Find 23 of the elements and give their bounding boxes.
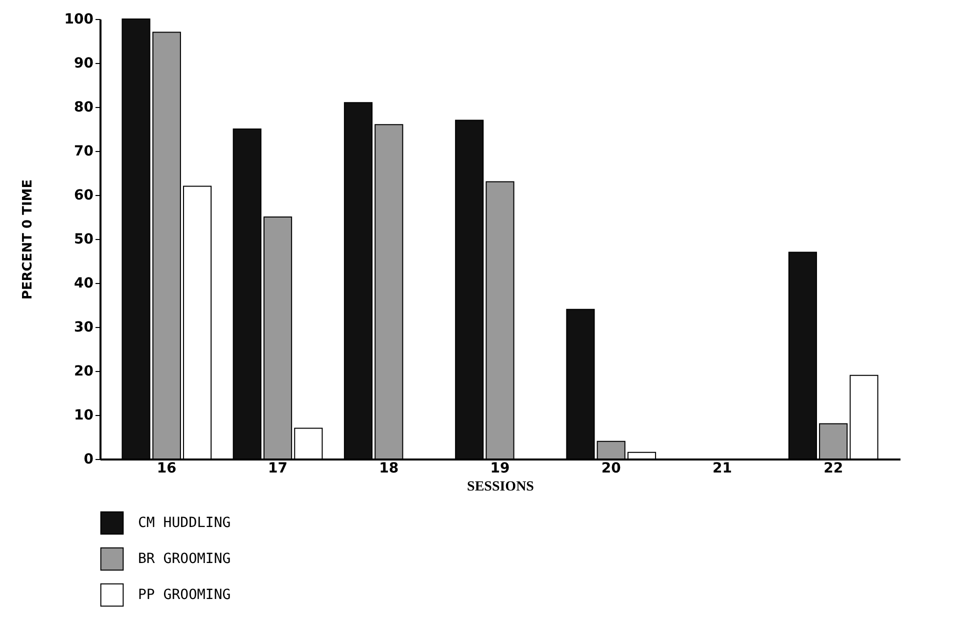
legend-label: CM HUDDLING [138,515,231,531]
y-tick-label: 50 [74,232,94,248]
y-tick-label: 60 [74,188,94,204]
x-tick-label: 21 [712,460,732,476]
y-tick-label: 0 [84,452,94,468]
y-tick-label: 30 [74,320,94,336]
y-tick-label: 90 [74,56,94,72]
legend-label: PP GROOMING [138,587,231,603]
x-axis-title: SESSIONS [467,480,534,494]
y-tick-label: 70 [74,144,94,160]
x-tick-label: 18 [379,460,399,476]
x-tick-label: 16 [156,460,176,476]
y-tick-label: 10 [74,408,94,424]
x-tick-label: 22 [824,460,844,476]
y-tick-label: 20 [74,364,94,380]
x-tick-label: 17 [268,460,288,476]
y-axis-title: PERCENT 0 TIME [20,179,36,300]
y-tick-label: 100 [64,12,94,28]
legend-label: BR GROOMING [138,551,231,567]
x-tick-label: 20 [601,460,622,476]
y-tick-label: 40 [74,276,94,292]
x-tick-label: 19 [490,460,510,476]
y-tick-label: 80 [74,100,94,116]
